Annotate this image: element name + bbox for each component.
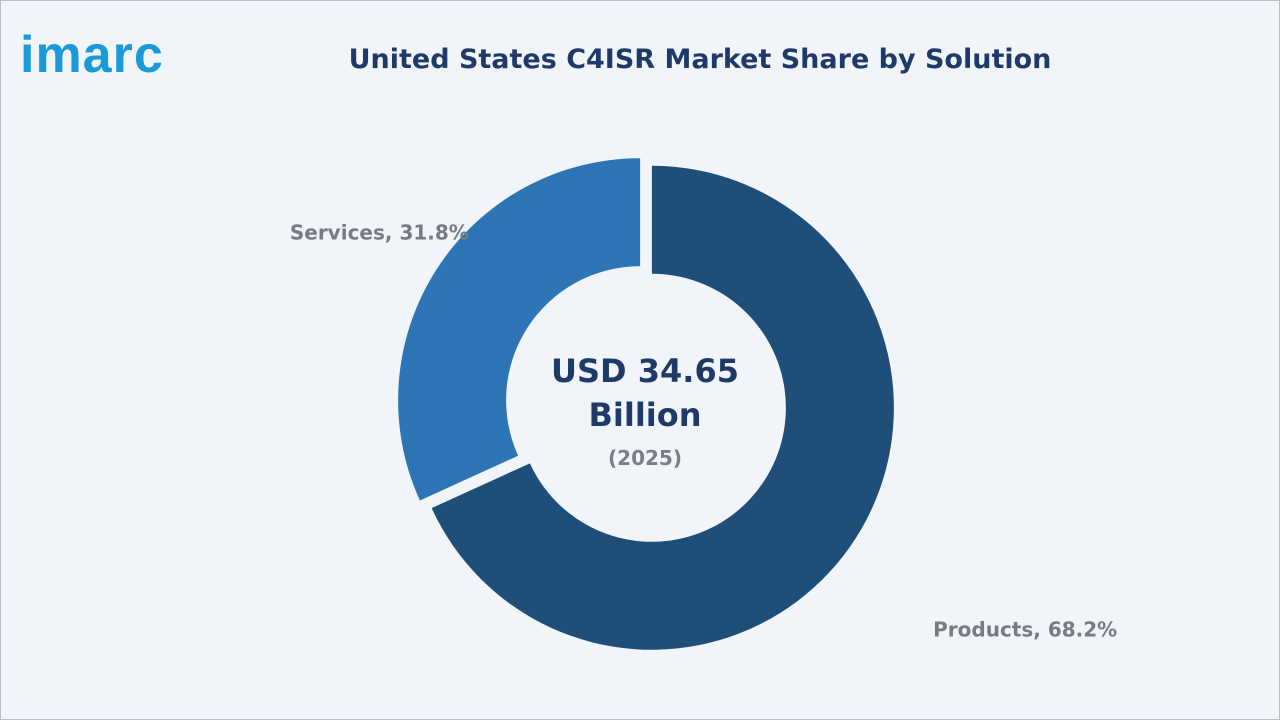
donut-slices <box>398 158 894 650</box>
chart-title: United States C4ISR Market Share by Solu… <box>348 44 1052 75</box>
center-unit: Billion <box>588 396 701 434</box>
center-year: (2025) <box>608 446 682 470</box>
slice-services <box>398 158 641 501</box>
slice-label-products: Products, 68.2% <box>933 618 1117 642</box>
imarc-logo: imarc <box>20 26 164 84</box>
center-value: USD 34.65 <box>551 352 739 390</box>
slice-label-services: Services, 31.8% <box>290 220 469 244</box>
slice-products <box>431 165 894 650</box>
slice-labels: Products, 68.2% Services, 31.8% <box>290 220 1117 641</box>
logo-text: imarc <box>20 26 164 84</box>
